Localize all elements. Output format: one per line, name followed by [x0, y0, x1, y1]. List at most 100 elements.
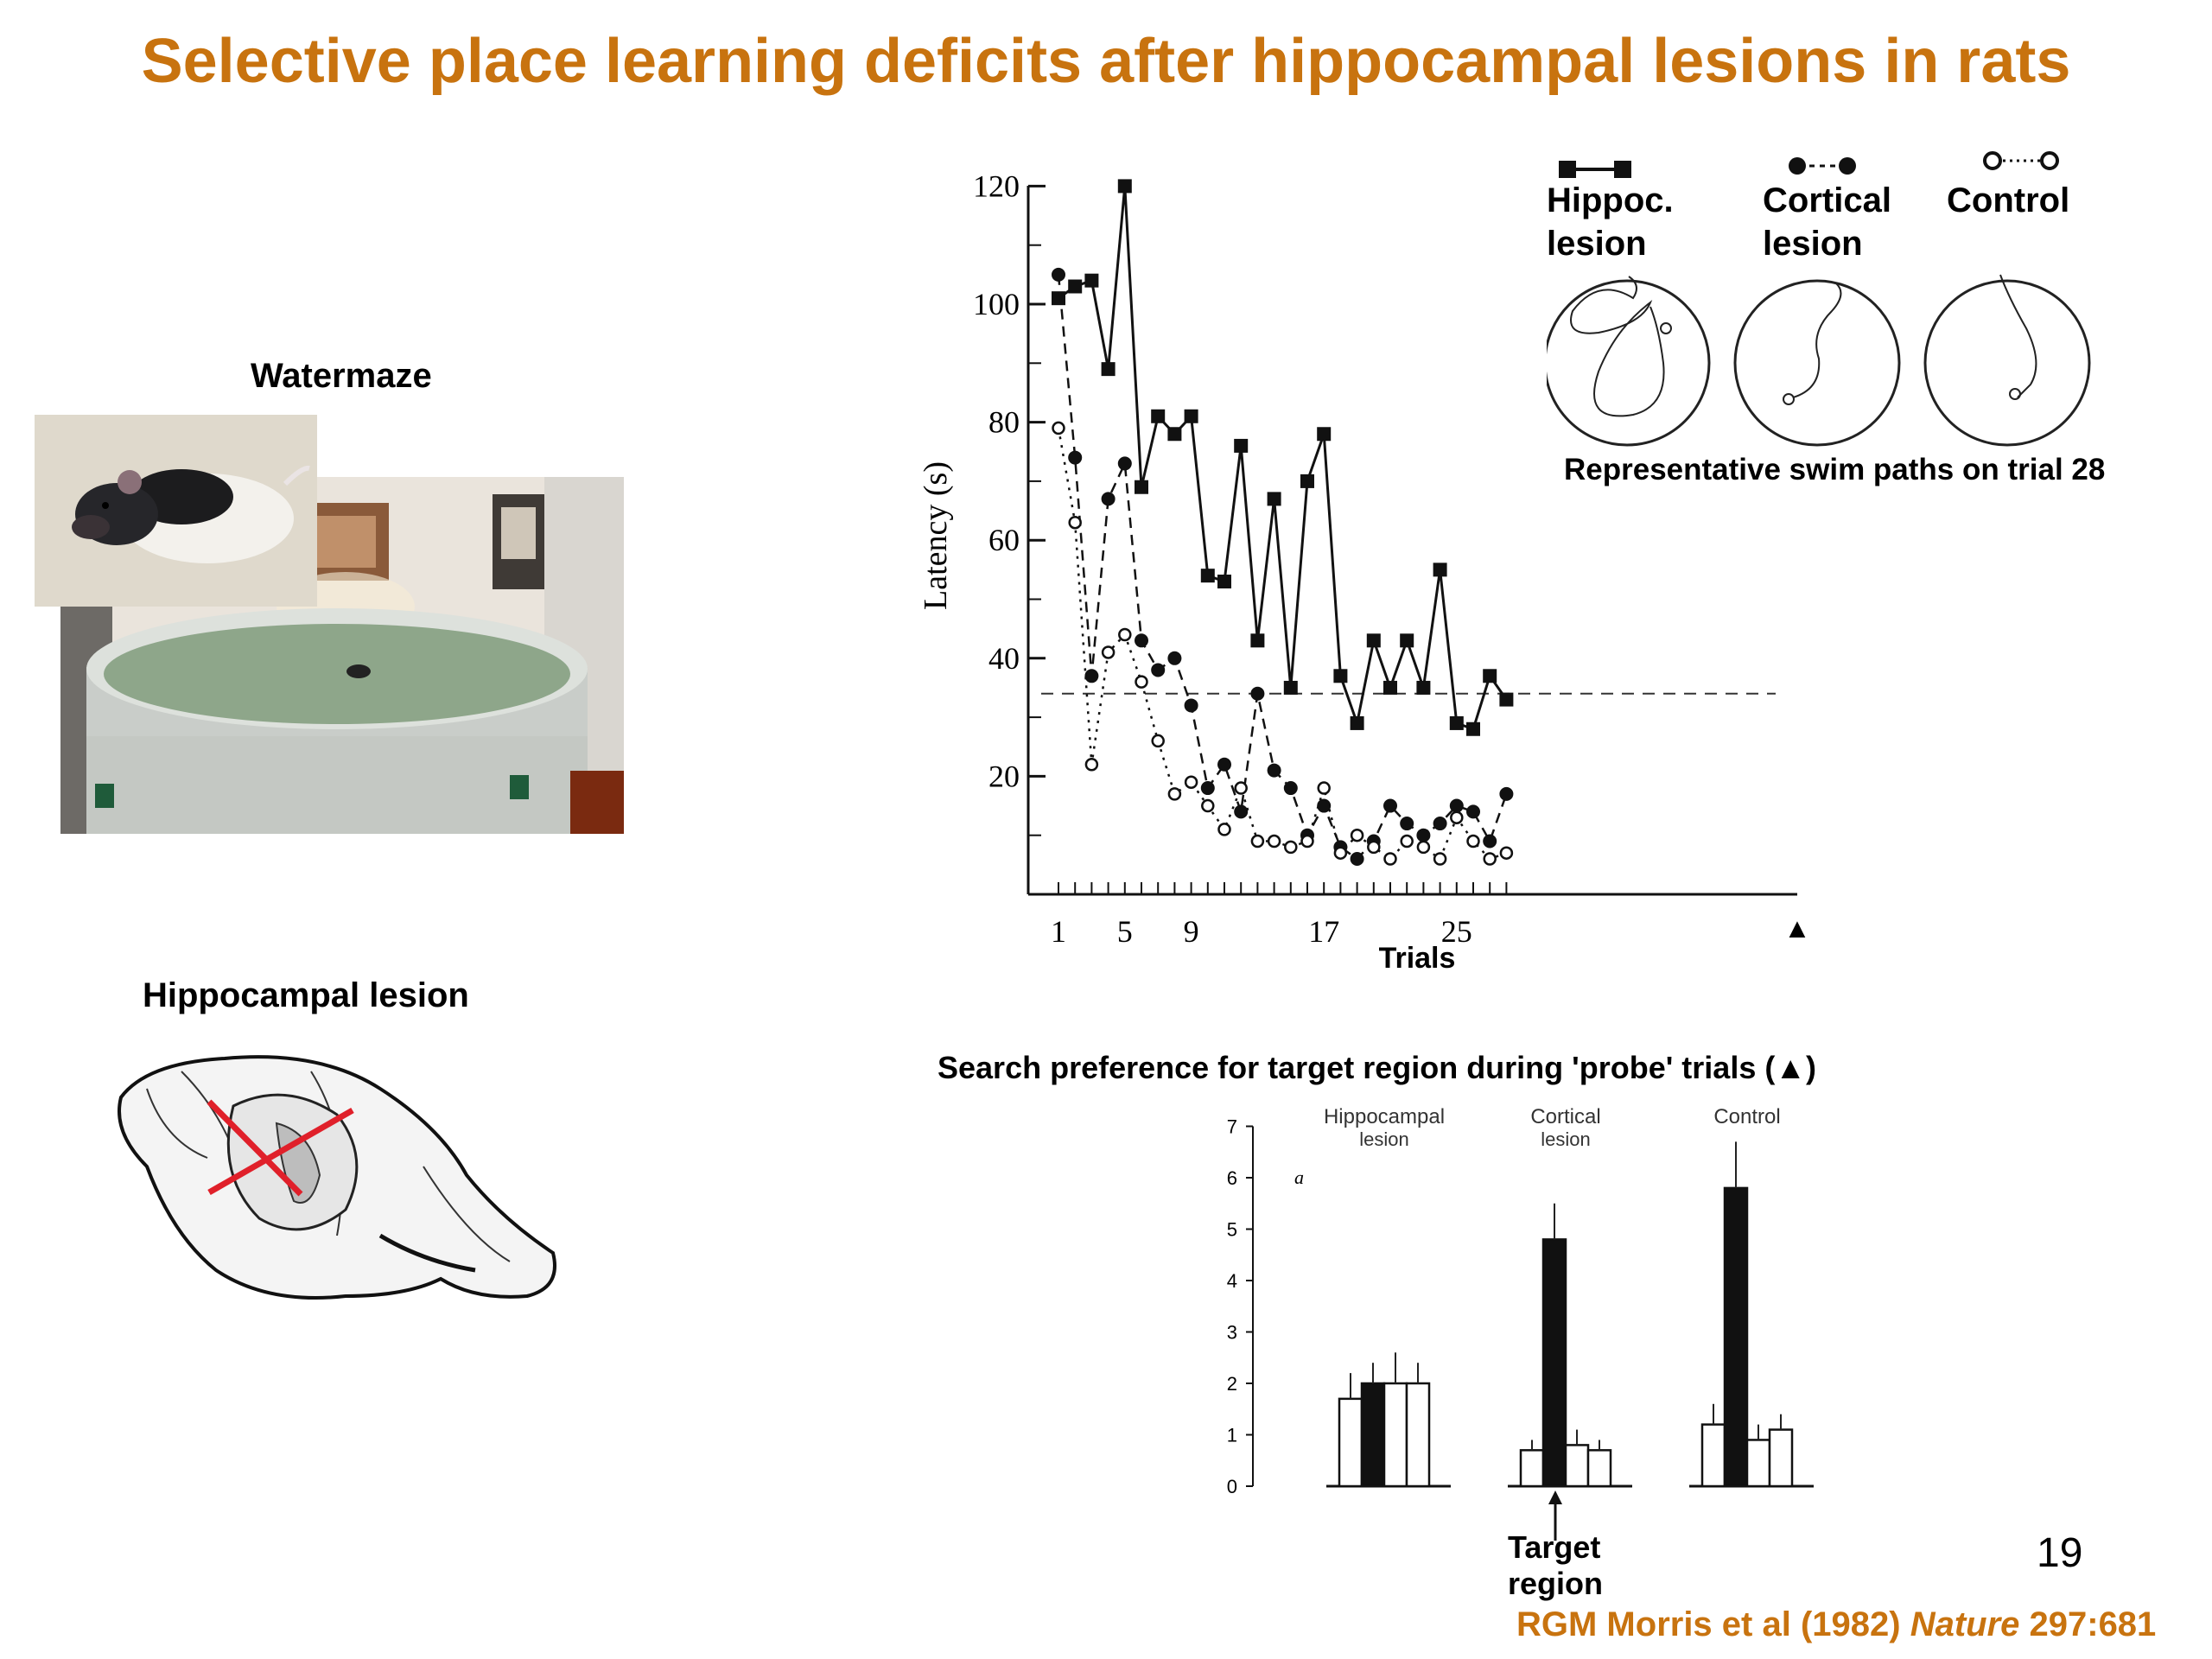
swim-path-cortical	[1733, 279, 1901, 447]
cortical-point	[1217, 757, 1231, 772]
swim-path-control	[1923, 274, 2091, 447]
control-point	[1084, 757, 1099, 772]
cortical-point	[1068, 450, 1083, 465]
cortical-point	[1167, 651, 1182, 665]
probe-bar	[1745, 1439, 1771, 1488]
legend-hippoc-line2: lesion	[1547, 225, 1647, 263]
probe-y-tick-label: 2	[1227, 1373, 1237, 1395]
hippoc-point	[1234, 438, 1249, 453]
probe-y-tick-label: 0	[1227, 1476, 1237, 1495]
cortical-point	[1449, 798, 1464, 813]
legend-swim-panel: Hippoc. lesion Cortical lesion Control R…	[1543, 147, 2152, 493]
legend-cortical-symbol	[1789, 157, 1856, 175]
legend-control: Control	[1947, 181, 2069, 219]
x-tick-label: 1	[1051, 914, 1066, 949]
citation-journal: Nature	[1910, 1605, 2020, 1643]
probe-bars	[1338, 1141, 1794, 1488]
hippoc-point	[1366, 633, 1381, 648]
cortical-point	[1483, 834, 1497, 849]
hippoc-point	[1466, 721, 1480, 736]
cortical-point	[1234, 804, 1249, 819]
hippoc-point	[1300, 474, 1314, 488]
hippoc-point	[1052, 291, 1065, 306]
citation: RGM Morris et al (1982) Nature 297:681	[1516, 1605, 2156, 1644]
cortical-point	[1499, 786, 1514, 801]
control-point	[1201, 798, 1215, 813]
lesion-label: Hippocampal lesion	[143, 976, 469, 1014]
hippoc-point	[1499, 692, 1514, 707]
control-point	[1400, 834, 1414, 849]
hippoc-point	[1167, 427, 1182, 442]
probe-group-label-line2: lesion	[1359, 1128, 1408, 1150]
hippoc-point	[1483, 669, 1497, 683]
control-point	[1367, 840, 1381, 855]
control-point	[1483, 852, 1497, 866]
probe-y-tick-label: 7	[1227, 1116, 1237, 1138]
target-arrow	[1547, 1491, 1564, 1542]
target-region-label: Target region	[1508, 1529, 1603, 1602]
x-tick-label: 9	[1184, 914, 1199, 949]
watermaze-label: Watermaze	[251, 357, 432, 395]
lesion-cross	[207, 1099, 354, 1197]
hippoc-point	[1433, 563, 1447, 577]
brain-drawing	[95, 1037, 562, 1331]
legend-control-symbol	[1983, 151, 2059, 170]
target-line1: Target	[1508, 1529, 1601, 1565]
cortical-point	[1135, 633, 1148, 648]
probe-bar	[1564, 1444, 1590, 1488]
control-point	[1284, 840, 1298, 855]
probe-y-tick-label: 3	[1227, 1322, 1237, 1344]
latency-chart: 20 40 60 80 100 120 1 5 9 17 25 Trials Latency (s) ▲	[907, 156, 1823, 985]
hippoc-point	[1250, 633, 1265, 648]
control-point	[1118, 627, 1132, 642]
probe-y-tick-label: 5	[1227, 1219, 1237, 1241]
swim-caption: Representative swim paths on trial 28	[1564, 453, 2105, 486]
cortical-point	[1184, 698, 1198, 713]
probe-trial-marker: ▲	[1783, 912, 1811, 944]
control-point	[1068, 515, 1082, 530]
cortical-point	[1267, 763, 1281, 778]
control-point	[1267, 834, 1281, 849]
hippoc-point	[1333, 669, 1348, 683]
control-point	[1151, 734, 1165, 748]
probe-bar	[1519, 1449, 1545, 1488]
legend-cortical-line1: Cortical	[1763, 181, 1891, 219]
probe-group-label-line1: Hippocampal	[1324, 1105, 1445, 1128]
control-point	[1184, 775, 1198, 789]
control-point	[1450, 810, 1464, 824]
x-tick-label: 25	[1441, 914, 1472, 949]
cortical-point	[1084, 669, 1099, 683]
rat-photo	[35, 415, 317, 607]
latency-series	[1052, 179, 1514, 867]
hippoc-point	[1400, 633, 1414, 648]
hippoc-point	[1084, 273, 1099, 288]
cortical-point	[1151, 663, 1166, 677]
y-tick-label: 60	[988, 523, 1020, 557]
control-point	[1101, 645, 1116, 659]
hippoc-point	[1217, 575, 1231, 589]
probe-bar	[1768, 1428, 1794, 1488]
hippoc-point	[1184, 409, 1198, 423]
y-tick-label: 120	[973, 168, 1020, 203]
control-point	[1250, 834, 1265, 849]
cortical-point	[1283, 781, 1298, 796]
probe-bar	[1541, 1238, 1567, 1488]
cortical-point	[1416, 828, 1431, 842]
legend-hippoc-line1: Hippoc.	[1547, 181, 1674, 219]
probe-y-tick-label: 6	[1227, 1167, 1237, 1189]
probe-group-label-line1: Control	[1713, 1105, 1780, 1128]
probe-y-tick-label: 4	[1227, 1270, 1237, 1292]
probe-bar	[1700, 1423, 1726, 1488]
cortical-point	[1400, 817, 1414, 831]
control-point	[1300, 834, 1314, 849]
probe-axes: 01234567aHippocampallesionCorticallesion…	[1227, 1105, 1814, 1497]
probe-bar-chart: 0 1 2 3 4 5 6 7 a Hippocampal lesion Cortical lesion…	[1192, 1097, 1849, 1497]
x-tick-label: 5	[1117, 914, 1133, 949]
hippoc-point	[1449, 715, 1464, 730]
probe-group-label-line1: Cortical	[1530, 1105, 1600, 1128]
page-number: 19	[2037, 1530, 2083, 1576]
hippoc-point	[1416, 680, 1431, 695]
probe-bar	[1723, 1186, 1749, 1488]
probe-heading: Search preference for target region duri…	[938, 1050, 1816, 1085]
